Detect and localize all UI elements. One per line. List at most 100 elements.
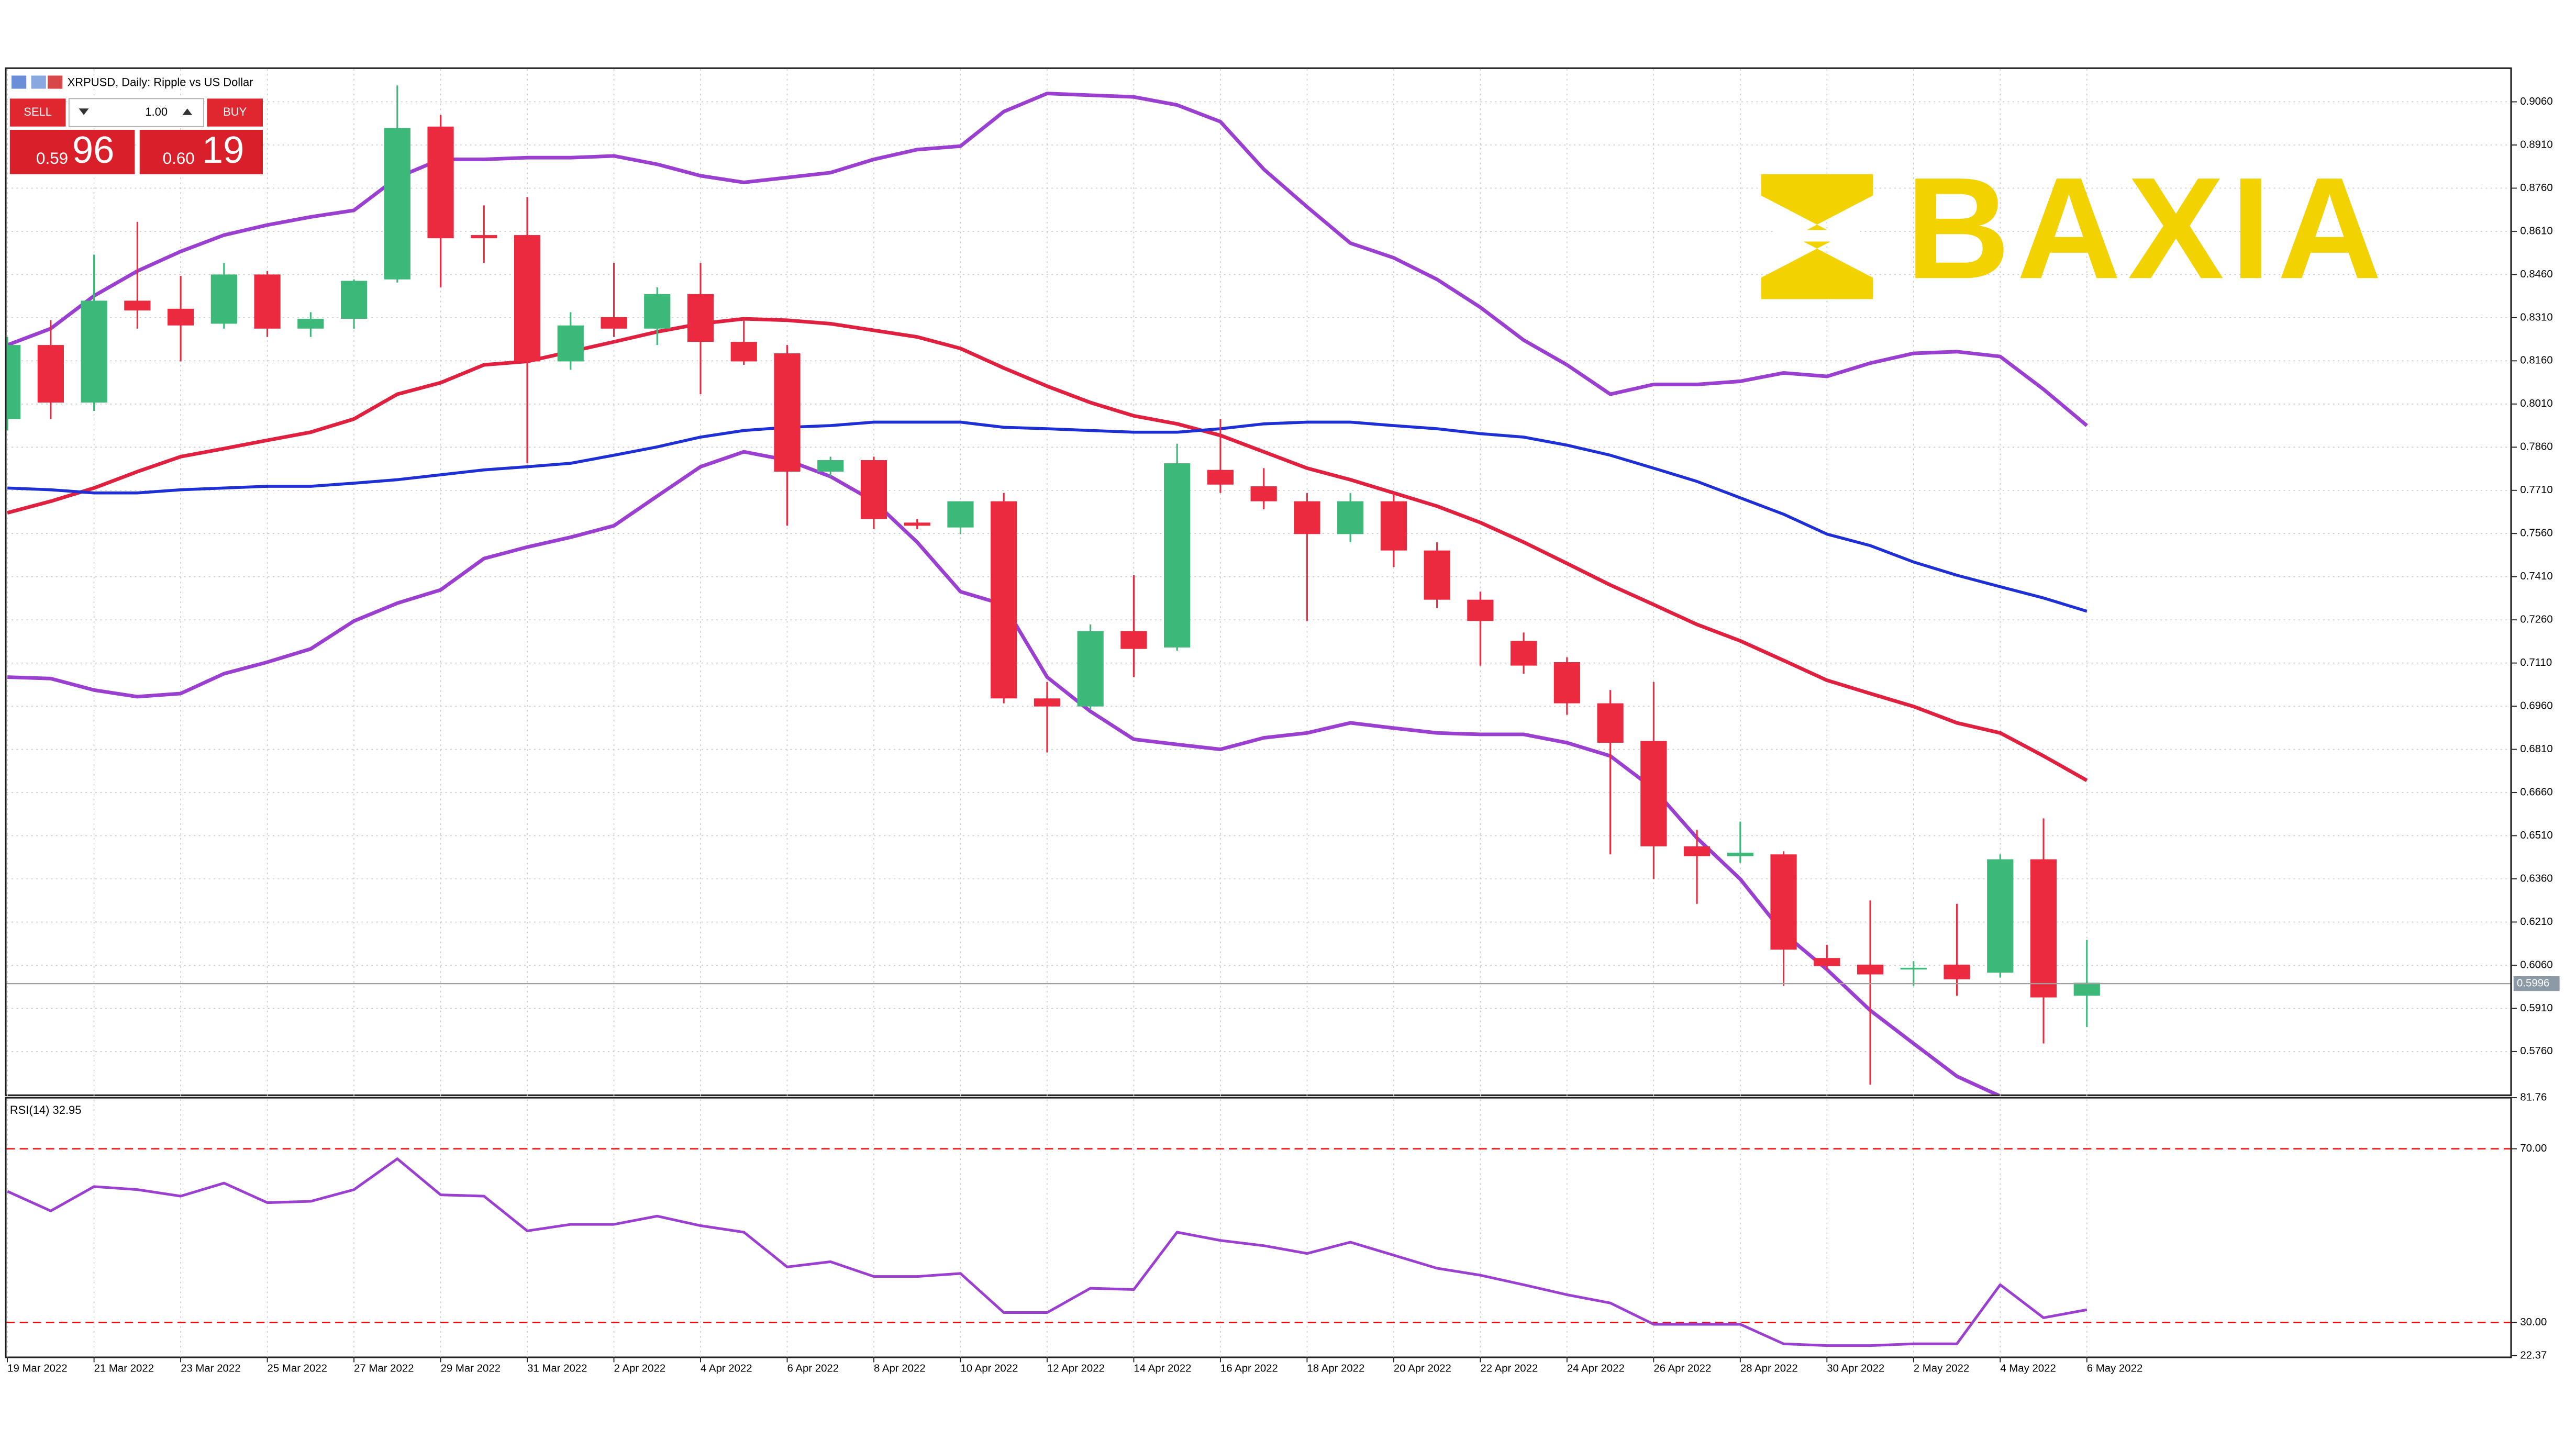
candle-body <box>1034 698 1061 707</box>
last-price-label: 0.5996 <box>2517 977 2549 989</box>
price-pane <box>6 85 2511 1095</box>
y-tick-label: 0.9060 <box>2520 96 2552 107</box>
x-tick-label: 18 Apr 2022 <box>1307 1363 1364 1374</box>
sell-button[interactable] <box>9 98 66 127</box>
x-tick-label: 23 Mar 2022 <box>181 1363 240 1374</box>
logo: BAXIA <box>1761 147 2389 309</box>
candle-body <box>1727 852 1753 856</box>
candle-body <box>1553 662 1580 704</box>
rsi-frame <box>5 1097 2512 1358</box>
x-tick-label: 10 Apr 2022 <box>960 1363 1018 1374</box>
y-tick-label: 0.8610 <box>2520 225 2552 237</box>
candle-body <box>2073 983 2100 996</box>
main-frame <box>5 67 2512 1096</box>
y-tick-label: 0.8310 <box>2520 311 2552 323</box>
y-tick-label: 81.76 <box>2520 1091 2547 1103</box>
x-tick-label: 21 Mar 2022 <box>94 1363 154 1374</box>
candle-body <box>687 294 714 342</box>
x-tick-label: 2 May 2022 <box>1914 1363 1970 1374</box>
x-tick-label: 4 May 2022 <box>2000 1363 2056 1374</box>
candle-body <box>1250 486 1277 501</box>
y-tick-label: 0.8010 <box>2520 398 2552 409</box>
header-icon <box>47 75 63 89</box>
y-tick-label: 0.5910 <box>2520 1002 2552 1014</box>
candle-body <box>1077 631 1104 707</box>
y-tick-label: 0.6360 <box>2520 873 2552 884</box>
candle-body <box>1511 641 1537 666</box>
candle-body <box>1683 846 1711 856</box>
candle-body <box>947 501 974 528</box>
indicator-line <box>7 1157 2088 1347</box>
x-tick-label: 2 Apr 2022 <box>614 1363 666 1374</box>
buy-button[interactable] <box>207 98 263 127</box>
sell-label: SELL <box>24 105 52 118</box>
y-tick-label: 0.6660 <box>2520 786 2552 798</box>
x-tick-label: 19 Mar 2022 <box>7 1363 67 1374</box>
candle-body <box>1814 958 1840 966</box>
candle-body <box>210 274 237 324</box>
candle-body <box>860 460 887 519</box>
y-tick-label: 30.00 <box>2520 1316 2547 1328</box>
volume-up <box>182 108 193 115</box>
x-tick-label: 14 Apr 2022 <box>1134 1363 1191 1374</box>
ask-box[interactable] <box>139 130 263 174</box>
plot: 0.9060 0.8910 0.8760 0.8610 0.8460 0.8310 0.81… <box>6 85 2560 1374</box>
bid-box[interactable] <box>9 130 135 174</box>
trade-panel: SELL 1.00 BUY 0.59 96 0.60 19 <box>9 98 263 174</box>
y-tick-label: 0.8160 <box>2520 355 2552 366</box>
y-tick-label: 0.8460 <box>2520 269 2552 280</box>
y-tick-label: 0.7560 <box>2520 528 2552 539</box>
volume-down <box>79 108 89 115</box>
y-tick-label: 0.6810 <box>2520 743 2552 755</box>
y-tick-label: 0.5760 <box>2520 1045 2552 1057</box>
logo-text: BAXIA <box>1906 147 2389 309</box>
y-tick-label: 0.6960 <box>2520 700 2552 711</box>
last-price-box <box>2513 976 2560 991</box>
candle-body <box>1857 964 1884 975</box>
buy-label: BUY <box>223 105 247 118</box>
x-tick-label: 16 Apr 2022 <box>1220 1363 1278 1374</box>
candle-body <box>644 294 671 329</box>
candle-body <box>514 235 541 362</box>
y-tick-label: 70.00 <box>2520 1143 2547 1154</box>
y-tick-label: 0.7860 <box>2520 441 2552 453</box>
candle-body <box>427 126 454 239</box>
x-tick-label: 8 Apr 2022 <box>874 1363 926 1374</box>
candle-body <box>1770 854 1797 950</box>
candle-body <box>1597 703 1624 743</box>
ask-small: 0.60 <box>163 149 195 168</box>
indicator-line <box>7 317 2088 782</box>
candle-body <box>81 300 107 403</box>
header-icon <box>31 75 46 89</box>
candle-body <box>1120 631 1147 649</box>
logo-icon-gap <box>1774 230 1860 242</box>
candle-body <box>1294 501 1320 534</box>
x-tick-label: 27 Mar 2022 <box>354 1363 414 1374</box>
x-tick-label: 31 Mar 2022 <box>527 1363 587 1374</box>
candle-body <box>1900 967 1927 970</box>
ask-big: 19 <box>202 129 244 171</box>
candle-body <box>1424 550 1450 600</box>
candle-body <box>817 460 844 472</box>
candle-body <box>124 300 151 311</box>
header: XRPUSD, Daily: Ripple vs US Dollar <box>11 75 253 89</box>
candle-body <box>254 274 281 329</box>
candle-body <box>904 522 930 526</box>
y-tick-label: 0.7410 <box>2520 571 2552 582</box>
x-tick-label: 6 May 2022 <box>2087 1363 2143 1374</box>
rsi-title: RSI(14) 32.95 <box>10 1103 82 1117</box>
y-tick-label: 0.6510 <box>2520 830 2552 841</box>
volume-field[interactable] <box>68 98 205 127</box>
candle-body <box>384 128 410 280</box>
candle-body <box>2030 859 2057 998</box>
candle-body <box>730 342 757 362</box>
y-tick-label: 0.6210 <box>2520 916 2552 928</box>
header-icon <box>11 75 27 89</box>
x-tick-label: 22 Apr 2022 <box>1480 1363 1538 1374</box>
candle-body <box>1380 501 1407 551</box>
axes: 0.9060 0.8910 0.8760 0.8610 0.8460 0.8310 0.81… <box>7 96 2560 1374</box>
candle-body <box>297 319 324 329</box>
candle-body <box>471 235 497 239</box>
